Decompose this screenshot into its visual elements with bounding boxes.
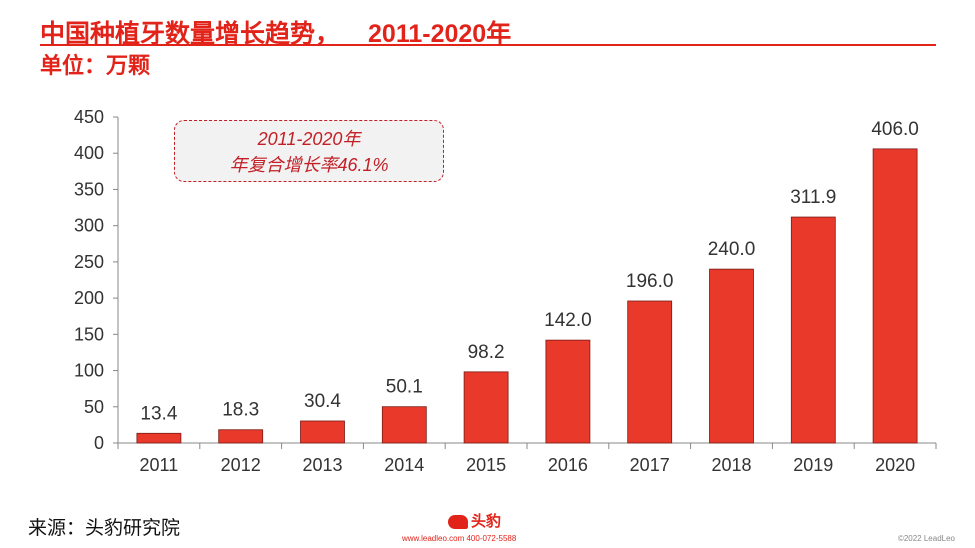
bar-value-label: 98.2 (468, 342, 505, 363)
copyright: ©2022 LeadLeo (897, 534, 955, 543)
y-tick-label: 250 (74, 252, 104, 272)
header-divider (40, 44, 936, 46)
x-tick-label: 2017 (630, 455, 670, 475)
bar (790, 216, 836, 444)
bar (545, 339, 591, 444)
bar (627, 300, 673, 444)
unit-label: 单位：万颗 (40, 53, 151, 78)
bar-value-label: 13.4 (140, 403, 177, 424)
y-tick-label: 150 (74, 324, 104, 344)
y-tick-label: 50 (84, 397, 104, 417)
x-tick-label: 2016 (548, 455, 588, 475)
y-tick-label: 200 (74, 288, 104, 308)
bar-value-label: 142.0 (544, 310, 592, 331)
footer-contact: www.leadleo.com 400-072-5588 (402, 534, 517, 543)
x-tick-label: 2012 (221, 455, 261, 475)
x-tick-label: 2014 (384, 455, 424, 475)
x-tick-label: 2013 (302, 455, 342, 475)
x-tick-label: 2011 (140, 455, 179, 475)
y-tick-label: 100 (74, 361, 104, 381)
y-tick-label: 350 (74, 179, 104, 199)
cagr-annotation: 2011-2020年 年复合增长率46.1% (174, 120, 444, 182)
source-note: 来源：头豹研究院 (28, 518, 181, 539)
bar-value-label: 30.4 (304, 391, 341, 412)
y-tick-label: 450 (74, 107, 104, 127)
x-tick-label: 2019 (793, 455, 833, 475)
y-tick-label: 300 (74, 216, 104, 236)
y-tick-label: 0 (94, 433, 104, 453)
bar (300, 420, 345, 444)
x-tick-label: 2018 (711, 455, 751, 475)
bar (463, 371, 509, 444)
bar-value-label: 240.0 (708, 239, 756, 260)
cagr-rate: 年复合增长率46.1% (229, 155, 389, 175)
title-text: 中国种植牙数量增长趋势， (40, 20, 341, 48)
cagr-period: 2011-2020年 (257, 129, 361, 149)
chart-title: 中国种植牙数量增长趋势， 2011-2020年 (40, 14, 511, 50)
bar (218, 429, 264, 444)
bar-value-label: 406.0 (871, 119, 919, 140)
logo-text: 头豹 (471, 513, 502, 530)
x-tick-label: 2015 (466, 455, 506, 475)
bar (381, 406, 427, 444)
bar (136, 432, 182, 444)
leadleo-logo: 头豹 (448, 510, 501, 531)
bar (872, 148, 918, 444)
y-tick-label: 400 (74, 143, 104, 163)
bar-value-label: 311.9 (790, 187, 836, 208)
title-years: 2011-2020年 (368, 20, 512, 48)
bar-value-label: 196.0 (626, 271, 674, 292)
bar (709, 268, 754, 444)
x-tick-label: 2020 (875, 455, 915, 475)
bar-value-label: 18.3 (222, 400, 259, 421)
bar-value-label: 50.1 (386, 377, 423, 398)
leopard-icon (448, 515, 468, 530)
